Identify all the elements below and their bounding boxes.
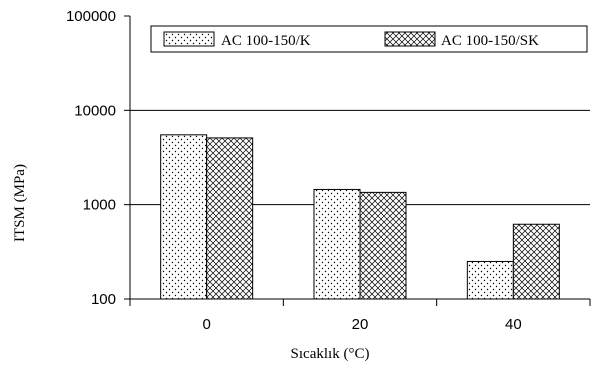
legend-label: AC 100-150/K [221,33,311,49]
legend-label: AC 100-150/SK [441,33,539,49]
x-axis-label: Sıcaklık (°C) [291,346,370,362]
bar-crosshatch-40 [512,223,560,300]
bar-crosshatch-0 [206,137,254,300]
x-tick-labels: 0 20 40 [202,316,521,333]
y-tick-labels: 100 1000 10000 100000 [66,8,116,308]
legend: AC 100-150/K AC 100-150/SK [150,25,588,53]
axes [129,16,591,306]
y-axis-label: ITSM (MPa) [12,164,28,242]
bar-crosshatch-20 [359,191,407,300]
x-tick-label: 0 [202,316,210,333]
bars [160,134,560,300]
x-tick-label: 40 [505,316,522,333]
legend-swatch-dots [163,31,215,47]
y-tick-label: 10000 [74,102,116,119]
bar-dots-0 [160,134,208,300]
x-tick-label: 20 [352,316,369,333]
y-tick-label: 1000 [83,197,116,214]
y-tick-label: 100000 [66,8,116,25]
y-tick-label: 100 [91,291,116,308]
bar-dots-40 [466,260,514,300]
legend-swatch-crosshatch [384,31,436,47]
legend-box [150,25,588,53]
bar-dots-20 [313,188,361,300]
